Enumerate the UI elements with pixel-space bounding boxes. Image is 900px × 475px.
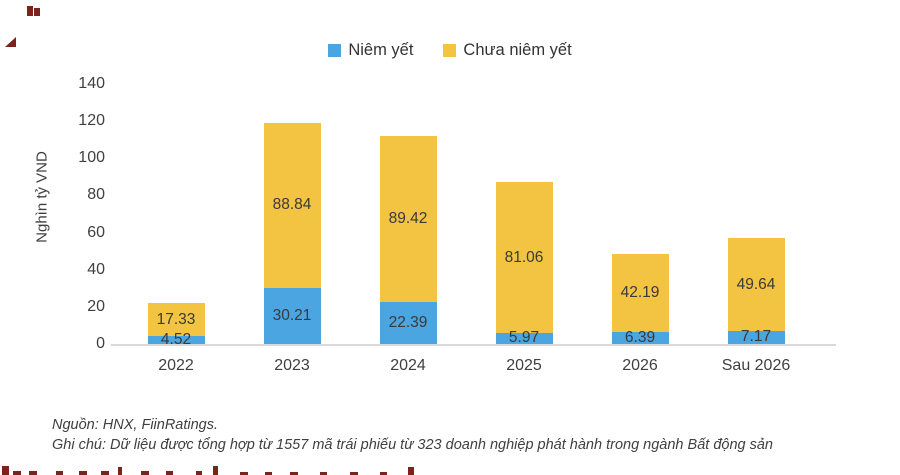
x-tick-label: 2022 <box>158 357 194 374</box>
cutoff-glyph-fragment <box>213 466 218 475</box>
cutoff-glyph-fragment <box>408 467 414 475</box>
cutoff-glyph-fragment <box>13 471 21 475</box>
bar-segment-niem-yet <box>495 332 553 344</box>
cutoff-glyph-fragment <box>320 472 327 475</box>
cutoff-mark-top-left <box>34 8 40 16</box>
x-tick-label: 2026 <box>622 357 658 374</box>
y-tick-label: 60 <box>87 223 105 241</box>
cutoff-glyph-fragment <box>56 471 63 475</box>
x-tick-label: 2025 <box>506 357 542 374</box>
cutoff-mark-top-left <box>27 6 33 16</box>
value-label-niem-yet: 7.17 <box>740 328 772 346</box>
value-label-chua-niem-yet: 88.84 <box>272 196 312 214</box>
bar-segment-chua-niem-yet <box>263 122 321 288</box>
bar-segment-niem-yet <box>379 302 437 344</box>
cutoff-glyph-fragment <box>29 471 37 475</box>
bar-segment-niem-yet <box>727 330 785 344</box>
y-axis-title: Nghìn tỷ VND <box>33 151 51 243</box>
footer-notes: Nguồn: HNX, FiinRatings. Ghi chú: Dữ liệ… <box>52 415 773 455</box>
cutoff-glyph-fragment <box>240 472 248 475</box>
cutoff-glyph-fragment <box>118 467 122 475</box>
y-tick-label: 40 <box>87 260 105 278</box>
cutoff-glyph-fragment <box>2 466 9 475</box>
bar-segment-chua-niem-yet <box>611 253 669 333</box>
cutoff-glyph-fragment <box>350 472 358 475</box>
cutoff-glyph-fragment <box>290 472 298 475</box>
value-label-niem-yet: 5.97 <box>508 329 540 347</box>
y-tick-label: 20 <box>87 297 105 315</box>
legend-label-niem-yet: Niêm yết <box>348 41 414 59</box>
value-label-chua-niem-yet: 42.19 <box>620 283 660 301</box>
cutoff-mark-left-edge <box>5 37 16 47</box>
bar-segment-chua-niem-yet <box>147 303 205 336</box>
y-tick-label: 120 <box>78 112 105 130</box>
source-note: Nguồn: HNX, FiinRatings. <box>52 417 219 433</box>
y-tick-label: 0 <box>96 335 105 352</box>
value-label-chua-niem-yet: 49.64 <box>736 275 776 293</box>
cutoff-glyph-fragment <box>79 471 87 475</box>
cutoff-glyph-fragment <box>141 471 149 475</box>
legend-swatch-yellow-icon <box>443 44 457 57</box>
y-tick-label: 140 <box>78 75 105 92</box>
cutoff-glyph-fragment <box>101 471 109 475</box>
value-label-niem-yet: 4.52 <box>160 330 192 348</box>
methodology-note: Ghi chú: Dữ liệu được tổng hợp từ 1557 m… <box>52 437 773 453</box>
legend-label-chua-niem-yet: Chưa niêm yết <box>463 41 572 59</box>
value-label-niem-yet: 6.39 <box>624 329 656 347</box>
x-tick-label: Sau 2026 <box>721 357 791 374</box>
bar-segment-niem-yet <box>147 335 205 344</box>
value-label-niem-yet: 30.21 <box>272 306 312 324</box>
chart-legend: Niêm yết Chưa niêm yết <box>0 41 900 60</box>
y-tick-label: 100 <box>78 149 105 167</box>
cutoff-glyph-fragment <box>265 472 272 475</box>
value-label-niem-yet: 22.39 <box>388 314 428 332</box>
cutoff-glyph-fragment <box>166 471 173 475</box>
cutoff-glyph-fragment <box>196 471 202 475</box>
y-tick-label: 80 <box>87 186 105 204</box>
x-tick-label: 2024 <box>390 357 426 374</box>
x-tick-label: 2023 <box>274 357 310 374</box>
bar-segment-chua-niem-yet <box>495 182 553 333</box>
bar-segment-niem-yet <box>611 332 669 344</box>
bar-segment-chua-niem-yet <box>379 136 437 303</box>
value-label-chua-niem-yet: 17.33 <box>156 310 196 328</box>
legend-item-chua-niem-yet: Chưa niêm yết <box>443 41 572 60</box>
legend-swatch-blue-icon <box>328 44 342 57</box>
bar-segment-chua-niem-yet <box>727 238 785 331</box>
legend-item-niem-yet: Niêm yết <box>328 41 413 60</box>
value-label-chua-niem-yet: 81.06 <box>504 248 544 266</box>
cutoff-glyph-fragment <box>380 472 387 475</box>
bar-segment-niem-yet <box>263 287 321 344</box>
value-label-chua-niem-yet: 89.42 <box>388 210 428 228</box>
x-axis-line <box>111 344 836 346</box>
